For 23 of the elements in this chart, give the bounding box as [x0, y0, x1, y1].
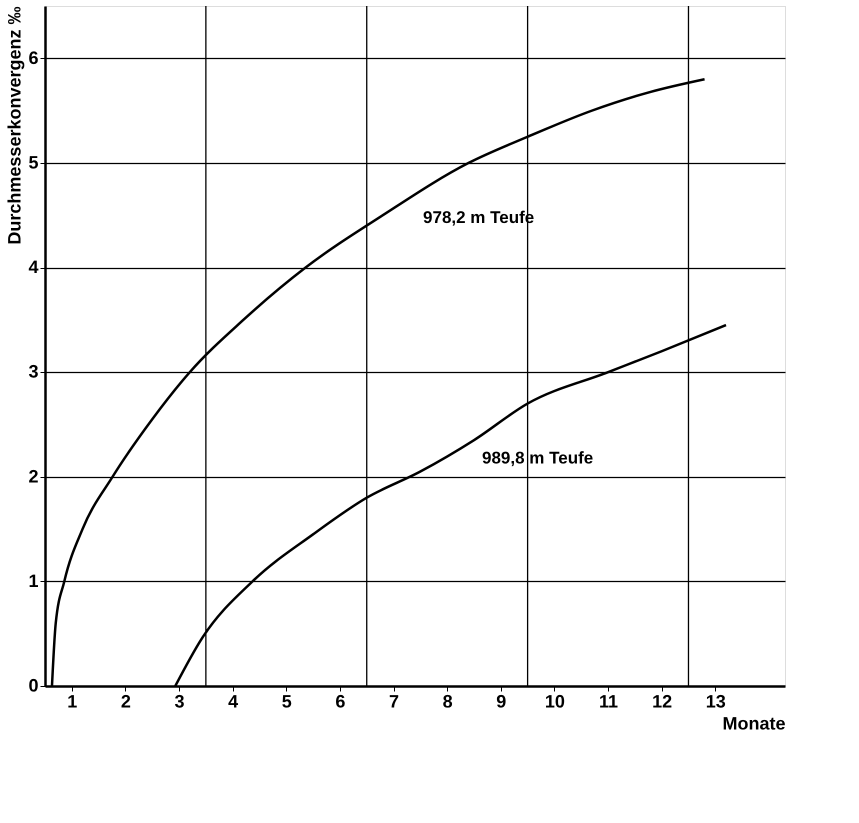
x-tick-label: 8 [442, 692, 453, 712]
y-tick-label: 2 [28, 466, 38, 486]
y-tick-label: 4 [28, 257, 38, 278]
x-tick-label: 10 [544, 692, 565, 712]
x-tick-label: 1 [67, 692, 78, 712]
x-tick-label: 13 [706, 692, 726, 712]
x-tick-label: 6 [335, 692, 346, 712]
y-tick-label: 5 [28, 152, 38, 172]
x-axis-title: Monate [722, 714, 786, 734]
x-tick-label: 9 [496, 692, 506, 712]
x-tick-label: 2 [120, 692, 131, 712]
y-axis-title: Durchmesserkonvergenz ‰ [4, 6, 24, 245]
x-tick-label: 11 [599, 692, 618, 712]
y-tick-label: 0 [28, 676, 38, 696]
y-tick-label: 1 [28, 570, 38, 591]
x-tick-label: 4 [228, 692, 238, 712]
y-tick-label: 3 [28, 362, 38, 382]
y-tick-label: 6 [28, 48, 38, 68]
x-tick-label: 3 [174, 692, 185, 712]
series-label: 989,8 m Teufe [482, 448, 594, 468]
x-tick-label: 7 [389, 692, 400, 712]
x-tick-label: 12 [652, 692, 672, 712]
x-tick-label: 5 [282, 692, 292, 712]
